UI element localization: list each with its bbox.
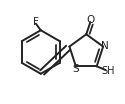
Text: N: N <box>102 41 109 51</box>
Text: O: O <box>86 15 95 25</box>
Text: F: F <box>32 17 38 27</box>
Text: S: S <box>72 64 79 74</box>
Text: SH: SH <box>101 66 115 76</box>
